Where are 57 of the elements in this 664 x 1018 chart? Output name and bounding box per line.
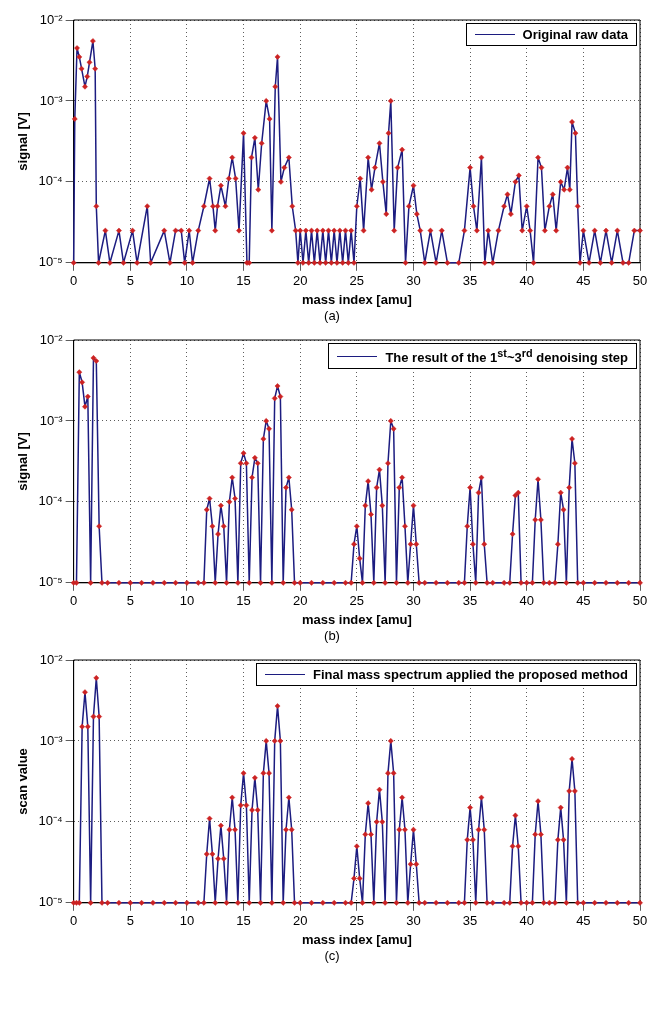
x-tick-label: 40: [519, 913, 534, 929]
y-tick-label: 10⁻⁴: [38, 173, 63, 189]
y-tick-label: 10⁻²: [39, 331, 64, 347]
x-tick-label: 20: [292, 593, 308, 609]
x-tick-label: 10: [179, 913, 195, 929]
x-tick-label: 30: [406, 273, 421, 289]
y-axis-title: signal [V]: [15, 112, 31, 171]
x-tick-label: 0: [70, 913, 78, 929]
x-tick-label: 50: [632, 593, 648, 609]
y-tick-label: 10⁻⁵: [38, 574, 63, 590]
x-tick-label: 30: [406, 593, 421, 609]
x-tick-label: 20: [292, 913, 308, 929]
x-axis-title: mass index [amu]: [301, 291, 412, 307]
y-axis-title: signal [V]: [15, 432, 31, 491]
x-axis-title: mass index [amu]: [301, 611, 412, 627]
x-tick-label: 20: [292, 273, 308, 289]
x-tick-label: 25: [349, 593, 365, 609]
x-tick-label: 10: [179, 593, 195, 609]
y-tick-label: 10⁻³: [39, 412, 64, 428]
y-tick-label: 10⁻²: [39, 11, 64, 27]
y-axis-title: scan value: [15, 748, 31, 815]
x-tick-label: 10: [179, 273, 195, 289]
x-tick-label: 35: [462, 913, 478, 929]
x-tick-label: 25: [349, 273, 365, 289]
x-tick-label: 35: [462, 273, 478, 289]
x-tick-label: 15: [236, 273, 251, 289]
x-tick-label: 40: [519, 273, 534, 289]
y-tick-label: 10⁻³: [39, 92, 64, 108]
x-tick-label: 15: [236, 913, 251, 929]
x-tick-label: 45: [576, 913, 591, 929]
x-axis-title: mass index [amu]: [301, 931, 412, 947]
text: (a): [323, 308, 341, 325]
x-tick-label: 25: [349, 913, 365, 929]
text: (b): [323, 628, 341, 645]
text: (c): [323, 948, 341, 965]
x-tick-label: 15: [236, 593, 251, 609]
x-tick-label: 45: [576, 273, 591, 289]
y-tick-label: 10⁻²: [39, 651, 64, 667]
x-tick-label: 0: [70, 273, 78, 289]
y-tick-label: 10⁻⁴: [38, 493, 63, 509]
x-tick-label: 0: [70, 593, 78, 609]
x-tick-label: 5: [126, 273, 134, 289]
x-tick-label: 50: [632, 913, 648, 929]
x-tick-label: 40: [519, 593, 534, 609]
y-tick-label: 10⁻⁵: [38, 254, 63, 270]
y-tick-label: 10⁻³: [39, 732, 64, 748]
y-tick-label: 10⁻⁴: [38, 813, 63, 829]
x-tick-label: 45: [576, 593, 591, 609]
y-tick-label: 10⁻⁵: [38, 894, 63, 910]
legend-label: The result of the 1$^{st}$~3$^{rd}$ denoising step: [385, 347, 628, 366]
x-tick-label: 5: [126, 913, 134, 929]
x-tick-label: 30: [406, 913, 421, 929]
x-tick-label: 50: [632, 273, 648, 289]
legend-label: Final mass spectrum applied the proposed method: [313, 667, 628, 682]
legend-label: Original raw data: [522, 27, 628, 42]
x-tick-label: 35: [462, 593, 478, 609]
x-tick-label: 5: [126, 593, 134, 609]
